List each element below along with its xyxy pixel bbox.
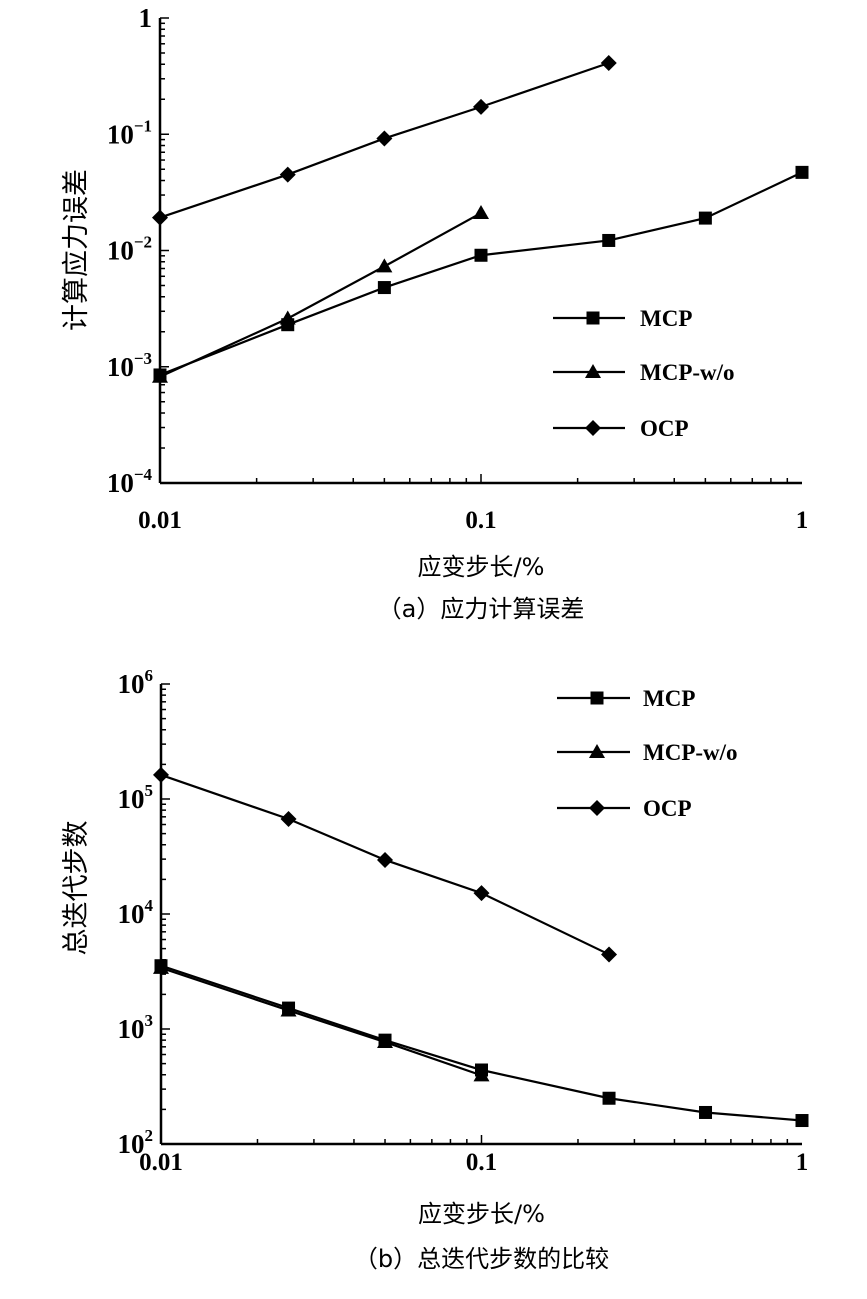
- y-tick-base: 10: [107, 468, 134, 498]
- data-point-square: [795, 165, 809, 179]
- y-tick-label: 104: [118, 896, 154, 929]
- legend-label: MCP: [640, 306, 692, 331]
- data-point-square: [602, 233, 616, 247]
- x-tick-label: 1: [796, 507, 809, 534]
- legend-item: MCP-w/o: [553, 360, 735, 385]
- y-tick-label: 103: [118, 1011, 154, 1044]
- legend-marker-square: [590, 691, 604, 705]
- series-line: [160, 964, 803, 1122]
- series-ocp: [152, 55, 617, 226]
- y-tick-base: 10: [118, 784, 145, 814]
- legend-item: OCP: [557, 796, 692, 821]
- data-point-square: [602, 1091, 616, 1105]
- series-line: [160, 966, 482, 1077]
- data-point-triangle: [280, 1002, 297, 1017]
- y-tick-exponent: −1: [134, 116, 152, 135]
- data-point-square: [699, 1105, 713, 1119]
- legend-label: OCP: [643, 796, 692, 821]
- data-point-triangle: [473, 1067, 490, 1082]
- y-tick-label: 10−4: [107, 465, 153, 498]
- y-tick-label: 10−1: [107, 116, 152, 149]
- data-point-diamond: [473, 98, 489, 115]
- legend-label: MCP-w/o: [640, 360, 735, 385]
- data-point-diamond: [279, 166, 296, 183]
- legend-marker-square: [586, 311, 600, 325]
- x-tick-label: 0.01: [138, 507, 182, 534]
- y-tick-exponent: 4: [145, 896, 154, 915]
- data-point-triangle: [473, 205, 489, 220]
- y-tick-exponent: −4: [134, 465, 153, 484]
- legend-label: MCP: [643, 686, 695, 711]
- x-tick-label: 0.1: [466, 1149, 497, 1176]
- series-mcp-w-o: [153, 959, 490, 1082]
- figure-caption: （b）总迭代步数的比较: [354, 1245, 609, 1273]
- x-tick-label: 1: [796, 1149, 809, 1176]
- y-tick-base: 10: [107, 119, 134, 149]
- series-ocp: [153, 766, 618, 963]
- y-tick-base: 10: [118, 899, 145, 929]
- data-point-triangle: [152, 368, 168, 383]
- y-tick-exponent: 5: [145, 781, 154, 800]
- series-line: [159, 171, 803, 376]
- legend-item: MCP-w/o: [557, 740, 738, 765]
- y-tick-base: 10: [107, 236, 134, 266]
- series-mcp: [154, 959, 809, 1128]
- legend-marker-triangle: [589, 744, 605, 758]
- legend-marker-diamond: [589, 800, 605, 816]
- data-point-diamond: [600, 55, 617, 72]
- legend-item: OCP: [553, 416, 689, 441]
- data-point-triangle: [377, 1034, 394, 1049]
- x-axis-title: 应变步长/%: [418, 1200, 545, 1228]
- y-tick-base: 10: [118, 669, 145, 699]
- x-tick-label: 0.1: [465, 507, 496, 534]
- y-tick-base: 1: [139, 3, 153, 33]
- legend-marker-diamond: [585, 420, 601, 436]
- data-point-diamond: [153, 766, 169, 783]
- data-point-square: [698, 211, 712, 225]
- data-point-triangle: [279, 310, 296, 325]
- y-tick-exponent: 6: [145, 666, 154, 685]
- data-point-square: [377, 281, 391, 295]
- data-point-square: [795, 1114, 809, 1128]
- data-point-diamond: [152, 209, 168, 226]
- data-point-diamond: [473, 885, 490, 902]
- legend-marker-triangle: [585, 364, 601, 378]
- y-axis-title: 总迭代步数: [61, 821, 92, 956]
- y-axis-title: 计算应力误差: [61, 169, 92, 331]
- series-mcp: [153, 165, 809, 382]
- data-point-triangle: [376, 258, 393, 273]
- data-point-diamond: [280, 811, 297, 828]
- legend-label: OCP: [640, 416, 689, 441]
- chart-panel-a: 110−110−210−310−40.01 0.1 1MCPMCP-w/oOCP应变…: [61, 3, 809, 623]
- y-tick-exponent: −2: [134, 233, 152, 252]
- y-tick-label: 105: [118, 781, 154, 814]
- y-tick-label: 10−2: [107, 233, 152, 266]
- y-tick-base: 10: [118, 1014, 145, 1044]
- data-point-diamond: [377, 851, 394, 868]
- series-mcp-w-o: [152, 205, 489, 383]
- figure-caption: （a）应力计算误差: [378, 595, 585, 623]
- y-tick-label: 102: [118, 1126, 154, 1159]
- y-tick-exponent: 3: [145, 1011, 154, 1030]
- y-tick-exponent: −3: [134, 349, 152, 368]
- x-tick-label: 0.01: [139, 1149, 183, 1176]
- data-point-diamond: [376, 130, 393, 147]
- legend-label: MCP-w/o: [643, 740, 738, 765]
- y-tick-base: 10: [107, 352, 134, 382]
- data-point-square: [474, 248, 488, 262]
- legend-item: MCP: [557, 686, 695, 711]
- data-point-triangle: [153, 959, 169, 974]
- data-point-diamond: [601, 946, 618, 963]
- y-tick-label: 10−3: [107, 349, 152, 382]
- series-line: [159, 212, 482, 378]
- y-tick-exponent: 2: [145, 1126, 154, 1145]
- legend-item: MCP: [553, 306, 692, 331]
- y-tick-label: 106: [118, 666, 154, 699]
- x-axis-title: 应变步长/%: [418, 553, 545, 581]
- y-tick-label: 1: [139, 3, 153, 33]
- y-tick-base: 10: [118, 1129, 145, 1159]
